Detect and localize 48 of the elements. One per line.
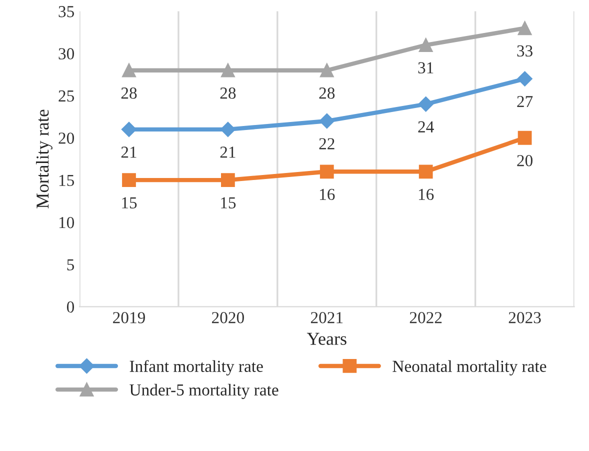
data-label: 28 — [220, 88, 236, 99]
point — [418, 164, 433, 179]
data-label: 28 — [121, 88, 137, 99]
x-tick-label: 2020 — [212, 312, 244, 324]
x-tick-label: 2021 — [310, 312, 343, 324]
y-tick-label: 30 — [58, 48, 74, 60]
x-axis-title: Years — [306, 332, 346, 345]
data-label: 21 — [121, 146, 136, 158]
data-label: 16 — [320, 188, 335, 200]
data-label: 27 — [517, 96, 533, 108]
y-tick-label: 20 — [58, 132, 74, 144]
point — [320, 63, 334, 78]
point — [518, 130, 532, 145]
point — [517, 71, 532, 86]
legend-label: Infant mortality rate — [130, 360, 263, 376]
legend-label: Under-5 mortality rate — [130, 384, 278, 400]
point — [220, 122, 236, 138]
point — [221, 63, 235, 78]
point — [122, 173, 136, 188]
data-label: 31 — [418, 62, 434, 74]
point — [518, 21, 532, 36]
point — [319, 113, 334, 129]
data-label: 28 — [319, 88, 335, 99]
y-tick-label: 5 — [67, 259, 74, 270]
data-label: 21 — [220, 146, 236, 158]
data-label: 16 — [418, 188, 434, 200]
x-tick-label: 2023 — [508, 312, 541, 324]
point — [122, 63, 136, 78]
point — [320, 164, 334, 179]
data-label: 15 — [221, 197, 236, 208]
point — [418, 96, 434, 112]
y-tick-label: 0 — [66, 301, 74, 313]
data-label: 22 — [319, 138, 334, 150]
point — [221, 173, 235, 188]
y-tick-label: 35 — [58, 6, 74, 18]
data-label: 15 — [122, 197, 137, 208]
legend-label: Neonatal mortality rate — [392, 360, 546, 376]
y-tick-label: 15 — [59, 174, 74, 186]
x-tick-label: 2022 — [410, 312, 442, 324]
y-tick-label: 25 — [58, 90, 74, 102]
data-label: 24 — [418, 121, 434, 132]
x-tick-label: 2019 — [113, 312, 145, 324]
data-label: 20 — [517, 155, 532, 166]
y-axis-title: Mortality rate — [36, 110, 52, 208]
data-label: 33 — [517, 45, 532, 57]
point — [121, 122, 137, 138]
point — [418, 38, 433, 52]
y-tick-label: 10 — [59, 216, 74, 228]
